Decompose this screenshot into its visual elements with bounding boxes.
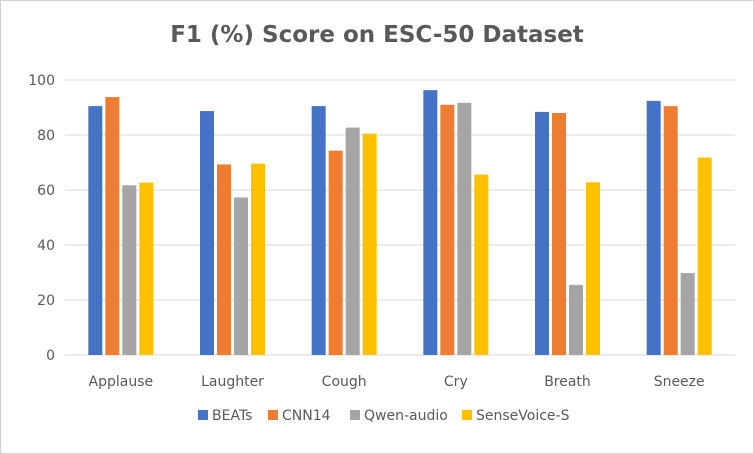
x-tick-label: Applause — [89, 374, 154, 390]
bar-beats-breath — [535, 111, 549, 356]
bar-beats-cough — [311, 106, 326, 355]
bar-beats-sneeze — [646, 100, 661, 356]
y-tick-label: 80 — [37, 128, 55, 144]
legend-label: Qwen-audio — [364, 408, 448, 424]
bar-qwen-audio-breath — [569, 284, 583, 355]
bar-cnn14-cry — [440, 104, 455, 355]
bar-beats-laughter — [200, 111, 214, 355]
legend-label: BEATs — [212, 408, 252, 424]
bar-beats-cry — [423, 90, 438, 356]
bar-cnn14-applause — [105, 97, 120, 356]
chart-title: F1 (%) Score on ESC-50 Dataset — [170, 22, 584, 48]
y-tick-label: 100 — [28, 73, 55, 89]
legend-swatch — [198, 410, 208, 420]
y-tick-label: 40 — [37, 238, 55, 254]
bar-sensevoice-s-cry — [474, 174, 489, 355]
bar-cnn14-cough — [328, 150, 343, 355]
legend-swatch — [350, 410, 360, 420]
legend-label: CNN14 — [282, 408, 331, 424]
x-tick-label: Laughter — [201, 374, 264, 390]
bar-sensevoice-s-sneeze — [697, 157, 712, 355]
bar-cnn14-sneeze — [663, 106, 678, 355]
legend-swatch — [462, 410, 472, 420]
bar-cnn14-breath — [552, 113, 566, 355]
legend-label: SenseVoice-S — [476, 408, 570, 424]
y-tick-label: 0 — [46, 348, 55, 364]
bar-qwen-audio-sneeze — [680, 273, 695, 355]
y-tick-label: 60 — [37, 183, 55, 199]
x-tick-label: Breath — [544, 374, 591, 390]
bar-qwen-audio-laughter — [234, 197, 248, 355]
bar-qwen-audio-cry — [457, 102, 472, 355]
y-tick-label: 20 — [37, 293, 55, 309]
x-tick-label: Cry — [444, 374, 468, 390]
x-tick-label: Cough — [322, 374, 367, 390]
bar-cnn14-laughter — [217, 164, 231, 355]
bar-sensevoice-s-applause — [139, 182, 154, 355]
x-tick-label: Sneeze — [654, 374, 705, 390]
bar-qwen-audio-cough — [345, 127, 360, 355]
bar-beats-applause — [88, 106, 103, 355]
bar-sensevoice-s-laughter — [251, 163, 265, 355]
legend-swatch — [268, 410, 278, 420]
bar-qwen-audio-applause — [122, 185, 137, 355]
bar-sensevoice-s-breath — [586, 182, 600, 355]
bar-sensevoice-s-cough — [362, 133, 377, 355]
